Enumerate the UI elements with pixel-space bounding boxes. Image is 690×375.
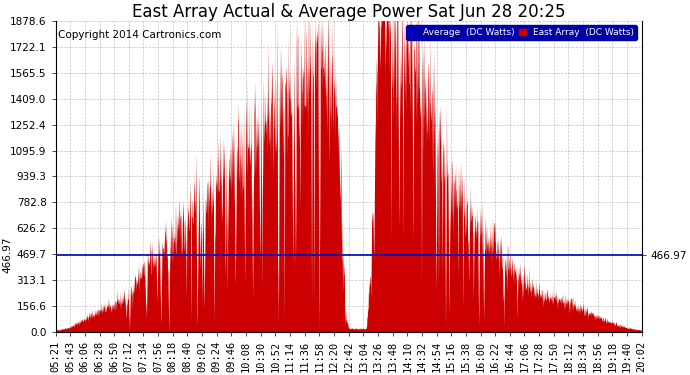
Text: Copyright 2014 Cartronics.com: Copyright 2014 Cartronics.com — [59, 30, 222, 40]
Legend: Average  (DC Watts), East Array  (DC Watts): Average (DC Watts), East Array (DC Watts… — [406, 26, 637, 40]
Title: East Array Actual & Average Power Sat Jun 28 20:25: East Array Actual & Average Power Sat Ju… — [132, 3, 565, 21]
Text: 466.97: 466.97 — [3, 236, 13, 273]
